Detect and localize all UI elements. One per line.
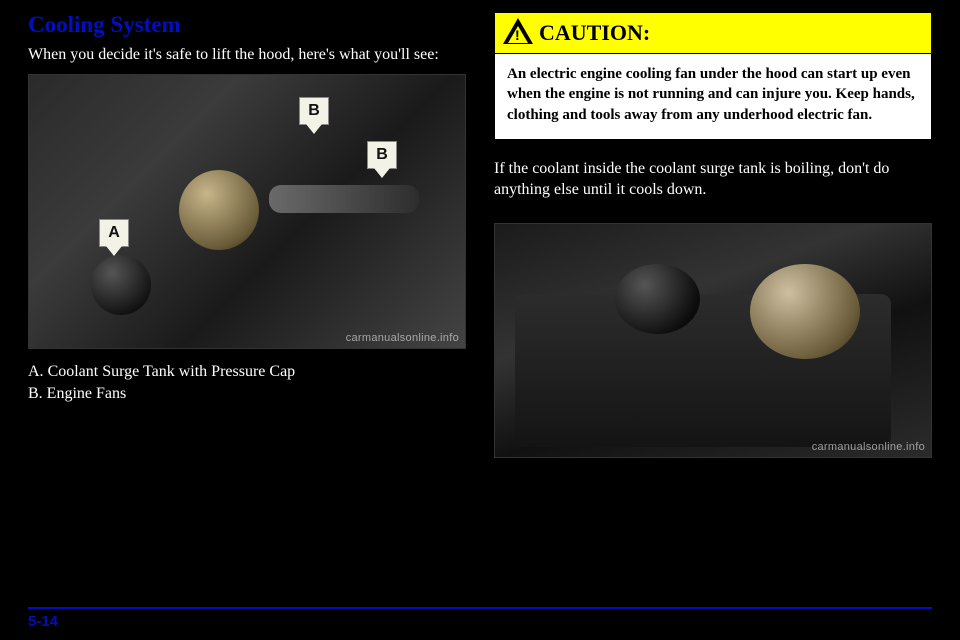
caution-box: ! CAUTION: An electric engine cooling fa…: [494, 12, 932, 140]
marker-b2-label: B: [376, 146, 388, 164]
tank-gold-cap-shape: [750, 264, 860, 359]
caution-body-text: An electric engine cooling fan under the…: [494, 54, 932, 140]
legend-row-a: A. Coolant Surge Tank with Pressure Cap: [28, 361, 466, 383]
right-column: ! CAUTION: An electric engine cooling fa…: [494, 12, 932, 590]
right-intro-text: If the coolant inside the coolant surge …: [494, 158, 932, 201]
photo-watermark: carmanualsonline.info: [346, 332, 459, 344]
section-heading: Cooling System: [28, 12, 466, 38]
photo-legend: A. Coolant Surge Tank with Pressure Cap …: [28, 361, 466, 406]
page-footer: 5-14: [0, 607, 960, 630]
page-content: Cooling System When you decide it's safe…: [0, 0, 960, 590]
left-column: Cooling System When you decide it's safe…: [28, 12, 466, 590]
warning-exclaim-icon: !: [515, 27, 520, 43]
page-number: 5-14: [28, 613, 932, 630]
marker-a: A: [99, 219, 129, 247]
engine-compartment-photo: A B B carmanualsonline.info: [28, 74, 466, 349]
tank-black-cap-shape: [615, 264, 700, 334]
marker-b-2: B: [367, 141, 397, 169]
marker-b-1: B: [299, 97, 329, 125]
hose-shape: [269, 185, 419, 213]
intro-text: When you decide it's safe to lift the ho…: [28, 44, 466, 66]
pressure-cap-shape: [91, 255, 151, 315]
marker-b1-label: B: [308, 102, 320, 120]
legend-a-text: Coolant Surge Tank with Pressure Cap: [48, 363, 296, 380]
legend-b-text: Engine Fans: [47, 385, 127, 402]
photo2-watermark: carmanualsonline.info: [812, 441, 925, 453]
caution-header: ! CAUTION:: [494, 12, 932, 54]
marker-a-label: A: [108, 224, 120, 242]
footer-rule: [28, 607, 932, 609]
legend-row-b: B. Engine Fans: [28, 383, 466, 405]
surge-tank-cap-shape: [179, 170, 259, 250]
caution-title: CAUTION:: [539, 20, 650, 46]
coolant-tank-photo: carmanualsonline.info: [494, 223, 932, 458]
